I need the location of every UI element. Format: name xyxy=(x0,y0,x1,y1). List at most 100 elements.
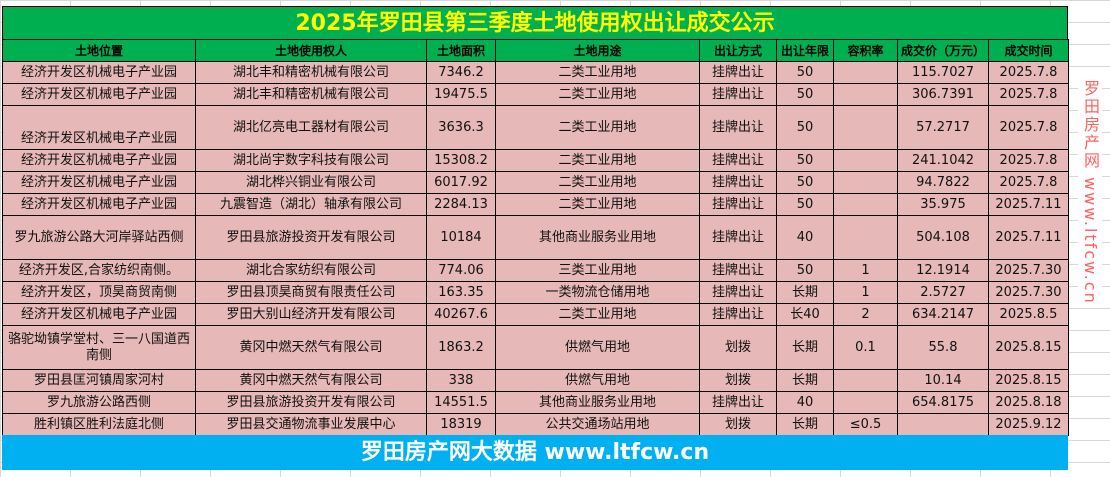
table-cell[interactable]: 胜利镇区胜利法庭北侧 xyxy=(2,413,196,436)
table-cell[interactable]: 三类工业用地 xyxy=(495,259,700,282)
table-cell[interactable]: 50 xyxy=(776,259,834,282)
table-cell[interactable] xyxy=(833,171,898,194)
table-cell[interactable]: 50 xyxy=(776,171,834,194)
table-cell[interactable]: 划拨 xyxy=(699,369,777,392)
table-cell[interactable]: 罗九旅游公路西侧 xyxy=(2,391,196,414)
table-cell[interactable]: 654.8175 xyxy=(897,391,989,414)
table-cell[interactable]: 115.7027 xyxy=(897,61,989,84)
table-cell[interactable]: 长期 xyxy=(776,325,834,370)
table-cell[interactable]: 骆驼坳镇学堂村、三一八国道西南侧 xyxy=(2,325,196,370)
column-header[interactable]: 土地使用权人 xyxy=(195,39,427,62)
table-cell[interactable]: 经济开发区机械电子产业园 xyxy=(2,83,196,106)
table-cell[interactable] xyxy=(833,193,898,216)
table-cell[interactable]: 15308.2 xyxy=(426,149,496,172)
table-cell[interactable]: 二类工业用地 xyxy=(495,303,700,326)
table-cell[interactable]: 湖北合家纺织有限公司 xyxy=(195,259,427,282)
column-header[interactable]: 土地面积 xyxy=(426,39,496,62)
table-cell[interactable]: 6017.92 xyxy=(426,171,496,194)
table-cell[interactable]: 50 xyxy=(776,193,834,216)
table-cell[interactable]: 挂牌出让 xyxy=(699,105,777,150)
table-cell[interactable]: 挂牌出让 xyxy=(699,391,777,414)
table-cell[interactable]: 罗田县交通物流事业发展中心 xyxy=(195,413,427,436)
table-cell[interactable]: 50 xyxy=(776,149,834,172)
table-cell[interactable]: 经济开发区机械电子产业园 xyxy=(2,149,196,172)
table-cell[interactable]: 挂牌出让 xyxy=(699,259,777,282)
table-cell[interactable]: 1863.2 xyxy=(426,325,496,370)
table-cell[interactable]: 55.8 xyxy=(897,325,989,370)
table-cell[interactable]: 湖北丰和精密机械有限公司 xyxy=(195,83,427,106)
table-cell[interactable]: 湖北尚宇数字科技有限公司 xyxy=(195,149,427,172)
table-cell[interactable]: 挂牌出让 xyxy=(699,149,777,172)
table-cell[interactable]: 湖北丰和精密机械有限公司 xyxy=(195,61,427,84)
table-cell[interactable]: 2025.8.15 xyxy=(988,325,1069,370)
table-cell[interactable]: 18319 xyxy=(426,413,496,436)
table-cell[interactable]: 35.975 xyxy=(897,193,989,216)
table-cell[interactable]: 338 xyxy=(426,369,496,392)
table-cell[interactable]: 504.108 xyxy=(897,215,989,260)
table-cell[interactable] xyxy=(897,413,989,436)
table-cell[interactable]: 黄冈中燃天然气有限公司 xyxy=(195,325,427,370)
column-header[interactable]: 出让年限 xyxy=(776,39,834,62)
table-cell[interactable]: 40267.6 xyxy=(426,303,496,326)
table-cell[interactable]: 挂牌出让 xyxy=(699,193,777,216)
table-cell[interactable]: 罗田县顶昊商贸有限责任公司 xyxy=(195,281,427,304)
table-cell[interactable]: 二类工业用地 xyxy=(495,83,700,106)
table-cell[interactable]: 2025.9.12 xyxy=(988,413,1069,436)
table-cell[interactable]: 57.2717 xyxy=(897,105,989,150)
table-cell[interactable]: 九震智造（湖北）轴承有限公司 xyxy=(195,193,427,216)
column-header[interactable]: 容积率 xyxy=(833,39,898,62)
table-cell[interactable]: 634.2147 xyxy=(897,303,989,326)
table-cell[interactable]: 2025.7.30 xyxy=(988,259,1069,282)
table-cell[interactable]: 2025.7.11 xyxy=(988,193,1069,216)
column-header[interactable]: 土地位置 xyxy=(2,39,196,62)
table-cell[interactable]: 2025.7.8 xyxy=(988,61,1069,84)
table-cell[interactable]: 2025.7.11 xyxy=(988,215,1069,260)
table-cell[interactable]: 二类工业用地 xyxy=(495,171,700,194)
table-cell[interactable]: 挂牌出让 xyxy=(699,303,777,326)
table-cell[interactable]: 经济开发区机械电子产业园 xyxy=(2,303,196,326)
table-cell[interactable] xyxy=(833,61,898,84)
table-cell[interactable]: 供燃气用地 xyxy=(495,325,700,370)
table-cell[interactable] xyxy=(833,105,898,150)
column-header[interactable]: 出让方式 xyxy=(699,39,777,62)
table-cell[interactable]: 2025.8.18 xyxy=(988,391,1069,414)
table-cell[interactable]: 10.14 xyxy=(897,369,989,392)
table-cell[interactable]: 经济开发区机械电子产业园 xyxy=(2,105,196,150)
table-cell[interactable]: 二类工业用地 xyxy=(495,193,700,216)
table-cell[interactable]: 2025.7.8 xyxy=(988,171,1069,194)
table-cell[interactable]: 3636.3 xyxy=(426,105,496,150)
table-cell[interactable]: 2.5727 xyxy=(897,281,989,304)
table-cell[interactable]: 经济开发区,合家纺织南侧。 xyxy=(2,259,196,282)
table-cell[interactable] xyxy=(833,391,898,414)
table-cell[interactable]: 经济开发区机械电子产业园 xyxy=(2,61,196,84)
table-cell[interactable]: 长40 xyxy=(776,303,834,326)
table-cell[interactable]: 罗田县匡河镇周家河村 xyxy=(2,369,196,392)
table-cell[interactable]: 罗田县旅游投资开发有限公司 xyxy=(195,215,427,260)
table-cell[interactable]: 长期 xyxy=(776,281,834,304)
table-cell[interactable]: 长期 xyxy=(776,369,834,392)
table-cell[interactable]: 2025.7.8 xyxy=(988,83,1069,106)
table-cell[interactable]: 罗田大别山经济开发有限公司 xyxy=(195,303,427,326)
table-cell[interactable]: 7346.2 xyxy=(426,61,496,84)
table-cell[interactable]: 二类工业用地 xyxy=(495,61,700,84)
table-cell[interactable]: 0.1 xyxy=(833,325,898,370)
table-cell[interactable]: 挂牌出让 xyxy=(699,61,777,84)
table-cell[interactable]: 40 xyxy=(776,391,834,414)
table-cell[interactable]: 经济开发区，顶昊商贸南侧 xyxy=(2,281,196,304)
table-cell[interactable]: 50 xyxy=(776,105,834,150)
table-cell[interactable]: 湖北桦兴铜业有限公司 xyxy=(195,171,427,194)
table-cell[interactable]: ≤0.5 xyxy=(833,413,898,436)
table-cell[interactable]: 2025.7.8 xyxy=(988,149,1069,172)
table-cell[interactable]: 划拨 xyxy=(699,413,777,436)
table-cell[interactable]: 挂牌出让 xyxy=(699,83,777,106)
table-cell[interactable]: 挂牌出让 xyxy=(699,281,777,304)
table-cell[interactable]: 公共交通场站用地 xyxy=(495,413,700,436)
table-cell[interactable] xyxy=(833,83,898,106)
table-cell[interactable] xyxy=(833,215,898,260)
table-cell[interactable]: 2025.8.15 xyxy=(988,369,1069,392)
table-cell[interactable]: 50 xyxy=(776,83,834,106)
table-cell[interactable]: 241.1042 xyxy=(897,149,989,172)
table-cell[interactable]: 二类工业用地 xyxy=(495,105,700,150)
table-cell[interactable]: 306.7391 xyxy=(897,83,989,106)
table-cell[interactable]: 1 xyxy=(833,259,898,282)
